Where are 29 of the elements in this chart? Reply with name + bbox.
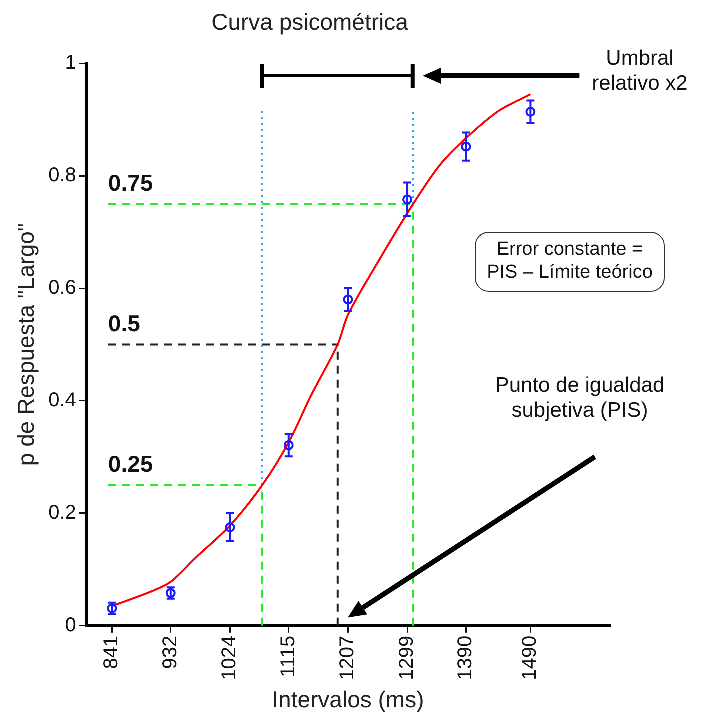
point bbox=[284, 440, 294, 450]
annotation: Punto de igualdad subjetiva (PIS) bbox=[494, 372, 666, 424]
y-axis-title: p de Respuesta "Largo" bbox=[13, 223, 40, 466]
x-axis-title: Intervalos (ms) bbox=[272, 686, 424, 713]
point bbox=[461, 142, 472, 152]
x-tick-label: 841 bbox=[100, 636, 123, 670]
ref-line-label: 0.25 bbox=[108, 451, 154, 478]
point bbox=[402, 194, 413, 205]
x-tick-label: 1490 bbox=[519, 636, 542, 680]
x-tick-label: 1207 bbox=[336, 636, 359, 680]
point bbox=[343, 294, 354, 305]
ref-line-label: 0.75 bbox=[108, 170, 154, 196]
annotation: Error constante = PIS – Límite teórico bbox=[475, 232, 665, 292]
y-tick-label: 0.6 bbox=[48, 277, 76, 300]
annotation: Umbral relativo x2 bbox=[591, 46, 689, 96]
y-tick-label: 0.4 bbox=[48, 390, 76, 412]
y-tick-label: 0.2 bbox=[48, 502, 76, 524]
x-tick-label: 1115 bbox=[277, 636, 300, 678]
point bbox=[526, 106, 536, 117]
x-tick-label: 1390 bbox=[454, 636, 477, 680]
chart-title: Curva psicométrica bbox=[212, 9, 409, 36]
x-tick-label: 932 bbox=[159, 636, 182, 670]
y-tick-label: 1 bbox=[65, 52, 76, 74]
x-tick-label: 1299 bbox=[396, 636, 418, 680]
y-tick-label: 0 bbox=[65, 614, 76, 636]
point bbox=[225, 522, 236, 533]
ref-line-label: 0.5 bbox=[108, 310, 141, 337]
x-tick-label: 1024 bbox=[218, 636, 241, 680]
y-tick-label: 0.8 bbox=[48, 164, 76, 187]
